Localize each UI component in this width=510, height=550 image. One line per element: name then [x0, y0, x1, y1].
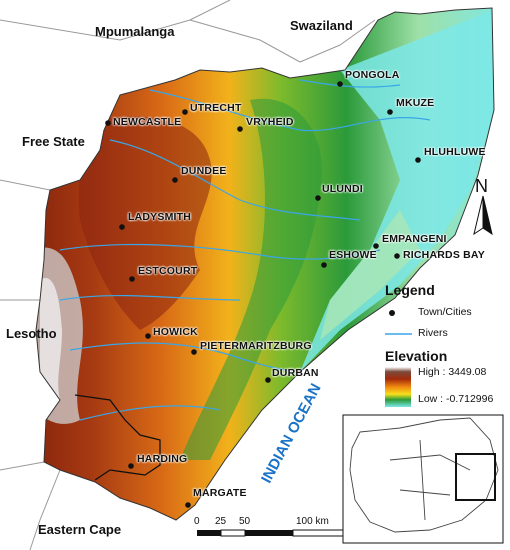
scale-bar: [197, 529, 344, 537]
legend-elevation-low: Low : -0.712996: [418, 393, 494, 405]
town-dot-dundee: [172, 177, 178, 183]
scale-tick-0: 0: [194, 516, 200, 527]
region-label-eastern-cape: Eastern Cape: [38, 522, 122, 537]
town-dot-newcastle: [105, 120, 111, 126]
town-dot-eshowe: [321, 262, 327, 268]
legend-elevation-ramp: [385, 367, 411, 407]
region-label-lesotho: Lesotho: [6, 326, 57, 341]
north-label: N: [475, 176, 488, 196]
legend-elevation-high: High : 3449.08: [418, 366, 487, 378]
town-label-utrecht: UTRECHT: [190, 102, 242, 114]
region-label-swaziland: Swaziland: [290, 18, 353, 33]
inset-map-frame: [342, 414, 504, 544]
legend-town-label: Town/Cities: [418, 306, 472, 318]
town-dot-harding: [128, 463, 134, 469]
town-dot-hluhluwe: [415, 157, 421, 163]
town-label-empangeni: EMPANGENI: [382, 233, 447, 245]
scale-tick-25: 25: [215, 516, 227, 527]
town-label-hluhluwe: HLUHLUWE: [424, 146, 486, 158]
town-dot-vryheid: [237, 126, 243, 132]
scale-tick-100km: 100 km: [296, 516, 329, 527]
town-dot-ulundi: [315, 195, 321, 201]
town-label-harding: HARDING: [137, 453, 188, 465]
town-label-durban: DURBAN: [272, 367, 319, 379]
town-dot-estcourt: [129, 276, 135, 282]
north-arrow-icon: [473, 195, 493, 236]
town-label-pongola: PONGOLA: [345, 69, 400, 81]
region-label-mpumalanga: Mpumalanga: [95, 24, 175, 39]
inset-highlight-box: [455, 453, 496, 501]
rivers: [59, 79, 431, 421]
town-markers: [105, 81, 421, 508]
town-dot-mkuze: [387, 109, 393, 115]
town-label-howick: HOWICK: [153, 326, 198, 338]
town-dot-durban: [265, 377, 271, 383]
town-label-ulundi: ULUNDI: [322, 183, 363, 195]
scale-tick-50: 50: [239, 516, 251, 527]
town-label-pietermaritzburg: PIETERMARITZBURG: [200, 340, 312, 352]
town-label-newcastle: NEWCASTLE: [113, 116, 182, 128]
inset-south-africa-outline: [349, 417, 499, 533]
town-dot-utrecht: [182, 109, 188, 115]
town-dot-ladysmith: [119, 224, 125, 230]
town-dot-pietermaritzburg: [191, 349, 197, 355]
town-label-margate: MARGATE: [193, 487, 247, 499]
town-dot-empangeni: [373, 243, 379, 249]
town-label-estcourt: ESTCOURT: [138, 265, 198, 277]
town-dot-pongola: [337, 81, 343, 87]
neighbor-border-lines: [0, 0, 376, 550]
legend-title: Legend: [385, 282, 435, 298]
province-outline: [35, 7, 495, 521]
town-label-eshowe: ESHOWE: [329, 249, 377, 261]
region-label-free-state: Free State: [22, 134, 85, 149]
legend-elevation-title: Elevation: [385, 348, 448, 364]
town-label-dundee: DUNDEE: [181, 165, 227, 177]
town-dot-howick: [145, 333, 151, 339]
town-label-richards-bay: RICHARDS BAY: [403, 249, 485, 261]
town-dot-margate: [185, 502, 191, 508]
internal-boundary: [74, 394, 161, 481]
town-dot-richards-bay: [394, 253, 400, 259]
legend-rivers-label: Rivers: [418, 327, 448, 339]
town-label-ladysmith: LADYSMITH: [128, 211, 192, 223]
legend-town-dot: [389, 310, 395, 316]
town-label-vryheid: VRYHEID: [246, 116, 294, 128]
town-label-mkuze: MKUZE: [396, 97, 435, 109]
